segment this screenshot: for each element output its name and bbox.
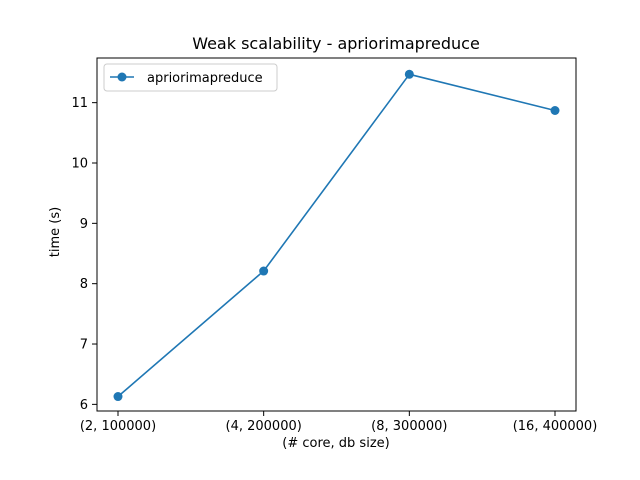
chart-title: Weak scalability - apriorimapreduce — [192, 34, 480, 53]
data-point — [404, 69, 414, 79]
y-tick-label: 7 — [80, 338, 88, 353]
y-tick-label: 9 — [80, 217, 88, 232]
data-point — [113, 392, 123, 402]
axes-frame — [96, 57, 577, 412]
y-tick-label: 10 — [71, 156, 88, 171]
y-axis-label: time (s) — [48, 207, 63, 257]
y-tick-label: 6 — [80, 398, 88, 413]
x-tick-label: (4, 200000) — [226, 419, 302, 434]
data-point — [550, 105, 560, 115]
legend-box — [103, 63, 278, 92]
x-axis-label: (# core, db size) — [282, 436, 389, 451]
data-point — [259, 266, 269, 276]
x-tick-label: (16, 400000) — [513, 419, 598, 434]
x-tick-label: (2, 100000) — [80, 419, 156, 434]
series-line — [117, 73, 556, 398]
y-tick-label: 11 — [71, 96, 88, 111]
y-tick-label: 8 — [80, 277, 88, 292]
x-tick-label: (8, 300000) — [371, 419, 447, 434]
legend-label: apriorimapreduce — [147, 71, 263, 86]
legend: apriorimapreduce — [103, 63, 278, 92]
plot-area: (2, 100000) (4, 200000) (8, 300000) (16, 40… — [71, 57, 598, 434]
legend-marker-sample — [117, 72, 127, 82]
